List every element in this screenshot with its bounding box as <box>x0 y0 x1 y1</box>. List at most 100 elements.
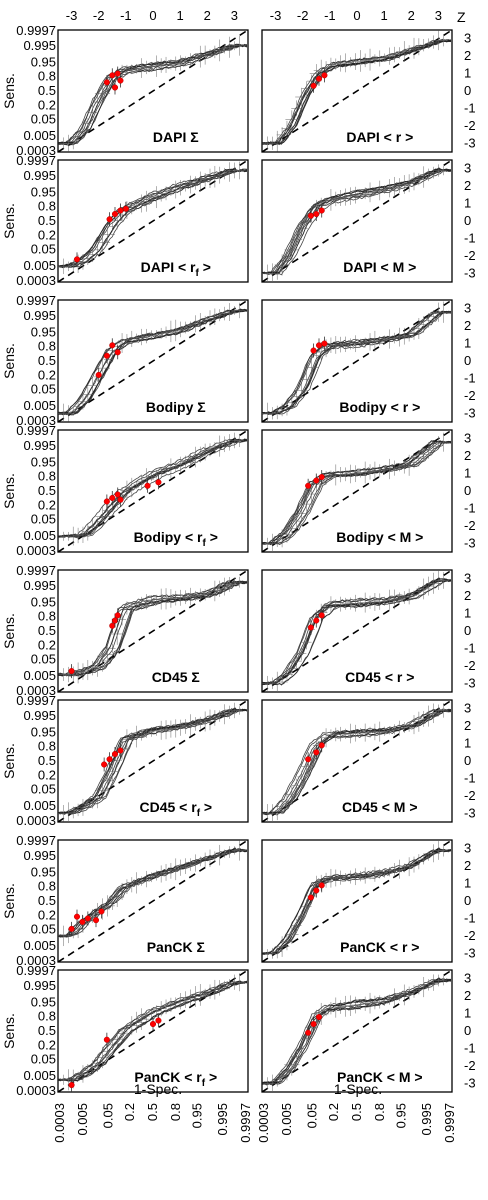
panel-title: DAPI Σ <box>153 129 199 145</box>
operating-point-marker <box>123 206 129 212</box>
sens-tick-label: 0.5 <box>38 1023 56 1038</box>
roc-curve <box>58 582 247 676</box>
z-tick-label: -2 <box>464 788 476 803</box>
sens-tick-label: 0.8 <box>38 878 56 893</box>
bottom-prob-tick-label: 0.005 <box>75 1103 90 1136</box>
sens-tick-label: 0.9997 <box>16 423 56 438</box>
operating-point-marker <box>80 919 86 925</box>
panel-title: CD45 < M > <box>342 799 417 815</box>
z-tick-label: 2 <box>464 588 471 603</box>
sens-tick-label: 0.05 <box>31 922 56 937</box>
panel-title-tail: > <box>199 259 211 275</box>
z-tick-label: -3 <box>464 135 476 150</box>
z-tick-label: 2 <box>464 318 471 333</box>
sens-tick-label: 0.005 <box>23 798 56 813</box>
sens-tick-label: 0.8 <box>38 468 56 483</box>
roc-panel: 0.00030.0050.050.20.50.80.950.9950.9997S… <box>1 423 248 558</box>
panel-title-tail: > <box>206 529 218 545</box>
roc-curve <box>58 440 247 538</box>
roc-curve <box>58 581 247 675</box>
panel-title-tail: > <box>205 1069 217 1085</box>
panel-title: DAPI < r > <box>346 129 413 145</box>
z-tick-label: 1 <box>464 1006 471 1021</box>
operating-point-marker <box>109 623 115 629</box>
sens-tick-label: 0.005 <box>23 668 56 683</box>
operating-point-marker <box>107 756 113 762</box>
panel-title: Bodipy < M > <box>336 529 423 545</box>
sens-tick-label: 0.95 <box>31 184 56 199</box>
sens-tick-label: 0.9997 <box>16 153 56 168</box>
sens-tick-label: 0.8 <box>38 738 56 753</box>
operating-point-marker <box>150 1021 156 1027</box>
panel-title: DAPI < M > <box>343 259 416 275</box>
panel-title-tail: > <box>200 799 212 815</box>
roc-panel: 0.00030.0050.050.20.50.80.950.9950.9997S… <box>1 293 248 428</box>
z-tick-label: 3 <box>464 301 471 316</box>
z-tick-label: 1 <box>464 876 471 891</box>
z-tick-label: -2 <box>464 248 476 263</box>
z-tick-label: -2 <box>464 928 476 943</box>
operating-point-marker <box>96 372 102 378</box>
sens-tick-label: 0.05 <box>31 512 56 527</box>
bottom-prob-tick-label: 0.9997 <box>238 1103 253 1143</box>
top-z-tick-label: 0 <box>149 8 156 23</box>
z-tick-label: -3 <box>464 405 476 420</box>
bottom-prob-tick-label: 0.8 <box>372 1103 387 1121</box>
z-tick-label: -1 <box>464 100 476 115</box>
top-z-tick-label: -2 <box>93 8 105 23</box>
panel-title: CD45 < rf > <box>139 799 212 819</box>
roc-curve <box>58 582 247 676</box>
z-tick-label: -1 <box>464 230 476 245</box>
panel-grid: 0.00030.0050.050.20.50.80.950.9950.9997S… <box>1 23 476 1098</box>
z-tick-label: -2 <box>464 388 476 403</box>
sens-tick-label: 0.95 <box>31 454 56 469</box>
sens-tick-label: 0.05 <box>31 1052 56 1067</box>
operating-point-marker <box>109 73 115 79</box>
top-z-tick-label: -3 <box>66 8 78 23</box>
roc-curve <box>58 581 247 675</box>
operating-point-marker <box>311 1021 317 1027</box>
operating-point-marker <box>319 613 325 619</box>
sens-tick-label: 0.5 <box>38 483 56 498</box>
top-z-tick-label: 2 <box>408 8 415 23</box>
sens-tick-label: 0.5 <box>38 753 56 768</box>
sens-tick-label: 0.8 <box>38 198 56 213</box>
sens-tick-label: 0.05 <box>31 652 56 667</box>
sens-tick-label: 0.2 <box>38 498 56 513</box>
roc-curve <box>58 169 247 266</box>
operating-point-marker <box>156 1018 162 1024</box>
roc-curve <box>58 582 247 675</box>
roc-curve <box>58 439 247 536</box>
z-tick-label: 2 <box>464 448 471 463</box>
sens-tick-label: 0.9997 <box>16 963 56 978</box>
z-tick-label: -1 <box>464 500 476 515</box>
sens-tick-label: 0.8 <box>38 608 56 623</box>
roc-curve <box>58 439 247 537</box>
operating-point-marker <box>107 216 113 222</box>
sens-tick-label: 0.0003 <box>16 543 56 558</box>
panel-title: PanCK < r > <box>340 939 419 955</box>
z-tick-label: 3 <box>464 571 471 586</box>
z-tick-label: 1 <box>464 196 471 211</box>
operating-point-marker <box>313 749 319 755</box>
operating-point-marker <box>69 668 75 674</box>
operating-point-marker <box>74 257 80 263</box>
operating-point-marker <box>305 1030 311 1036</box>
bottom-prob-tick-label: 0.95 <box>190 1103 205 1128</box>
operating-point-marker <box>69 1082 75 1088</box>
sens-tick-label: 0.8 <box>38 338 56 353</box>
z-tick-label: 0 <box>464 753 471 768</box>
sens-tick-label: 0.995 <box>23 438 56 453</box>
z-tick-label: 3 <box>464 971 471 986</box>
sens-tick-label: 0.005 <box>23 398 56 413</box>
panel-title: DAPI < rf > <box>141 259 211 279</box>
z-tick-label: 3 <box>464 431 471 446</box>
z-tick-label: 0 <box>464 623 471 638</box>
sens-tick-label: 0.95 <box>31 724 56 739</box>
sens-tick-label: 0.9997 <box>16 563 56 578</box>
z-tick-label: -1 <box>464 370 476 385</box>
z-tick-label: -2 <box>464 658 476 673</box>
operating-point-marker <box>93 917 99 923</box>
z-tick-label: 3 <box>464 31 471 46</box>
z-tick-label: -3 <box>464 805 476 820</box>
